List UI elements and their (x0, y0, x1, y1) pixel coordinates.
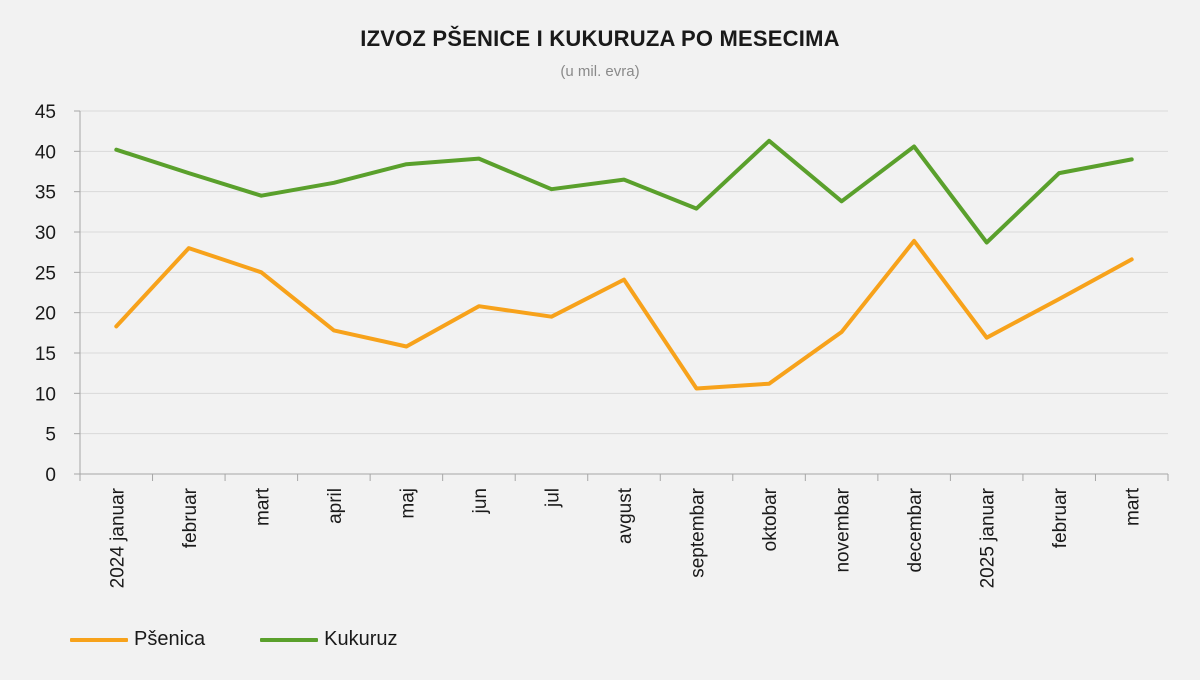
chart-subtitle: (u mil. evra) (560, 63, 640, 80)
data-point-kukuruz (477, 156, 481, 161)
y-tick-label: 35 (35, 183, 56, 204)
data-point-kukuruz (549, 187, 554, 191)
x-tick-label: maj (397, 488, 418, 519)
data-point-psenica (114, 324, 118, 328)
x-tick-label: jul (542, 488, 563, 508)
data-point-psenica (985, 336, 989, 340)
x-tick-label: septembar (688, 487, 709, 577)
data-point-kukuruz (259, 194, 263, 198)
y-tick-label: 30 (35, 223, 56, 244)
x-tick-label: 2025 januar (978, 487, 999, 588)
data-point-psenica (187, 246, 191, 250)
y-tick-label: 15 (35, 344, 56, 365)
data-point-kukuruz (1130, 157, 1134, 161)
data-point-kukuruz (622, 177, 626, 182)
x-tick-label: mart (252, 487, 273, 526)
data-point-psenica (259, 270, 263, 274)
data-point-psenica (404, 344, 408, 349)
data-point-psenica (1057, 297, 1061, 301)
data-point-psenica (840, 330, 844, 334)
legend-swatch-kukuruz (260, 637, 319, 642)
legend-swatch-psenica (70, 637, 128, 642)
x-tick-label: oktobar (760, 487, 781, 551)
legend-label-psenica: Pšenica (134, 628, 206, 650)
y-tick-label: 10 (35, 384, 56, 405)
x-tick-label: februar (1050, 487, 1071, 548)
x-tick-label: april (325, 488, 346, 524)
x-tick-label: avgust (615, 487, 636, 544)
data-point-psenica (912, 239, 916, 243)
data-point-psenica (767, 382, 771, 386)
data-point-kukuruz (1057, 171, 1061, 175)
legend-item-kukuruz: Kukuruz (260, 628, 398, 651)
y-tick-label: 45 (35, 102, 56, 123)
x-tick-label: mart (1123, 487, 1144, 526)
x-tick-label: 2024 januar (107, 487, 128, 588)
x-tick-label: decembar (905, 487, 926, 572)
x-tick-label: jun (470, 488, 491, 514)
data-point-psenica (1130, 257, 1134, 262)
y-tick-label: 0 (45, 465, 56, 486)
data-point-psenica (549, 315, 554, 319)
data-point-kukuruz (912, 144, 916, 149)
x-tick-label: februar (180, 487, 201, 548)
y-tick-label: 40 (35, 142, 56, 163)
x-tick-label: novembar (833, 487, 854, 572)
data-point-psenica (622, 277, 626, 282)
data-point-psenica (332, 328, 336, 333)
legend: Pšenica Kukuruz (70, 628, 453, 651)
legend-item-psenica: Pšenica (70, 628, 205, 651)
data-point-psenica (694, 386, 699, 391)
data-point-psenica (477, 304, 481, 308)
chart-title: IZVOZ PŠENICE I KUKURUZA PO MESECIMA (360, 26, 840, 51)
y-tick-label: 25 (35, 263, 56, 284)
legend-label-kukuruz: Kukuruz (324, 628, 398, 650)
data-point-kukuruz (332, 181, 336, 185)
data-point-kukuruz (840, 199, 844, 203)
y-tick-label: 20 (35, 304, 56, 325)
data-point-kukuruz (694, 207, 699, 211)
data-point-kukuruz (114, 148, 118, 152)
data-point-kukuruz (767, 139, 771, 143)
data-point-kukuruz (985, 240, 989, 245)
data-point-kukuruz (404, 162, 408, 166)
data-point-kukuruz (187, 171, 191, 175)
y-tick-label: 5 (45, 425, 56, 446)
series-line-psenica (114, 238, 1134, 391)
